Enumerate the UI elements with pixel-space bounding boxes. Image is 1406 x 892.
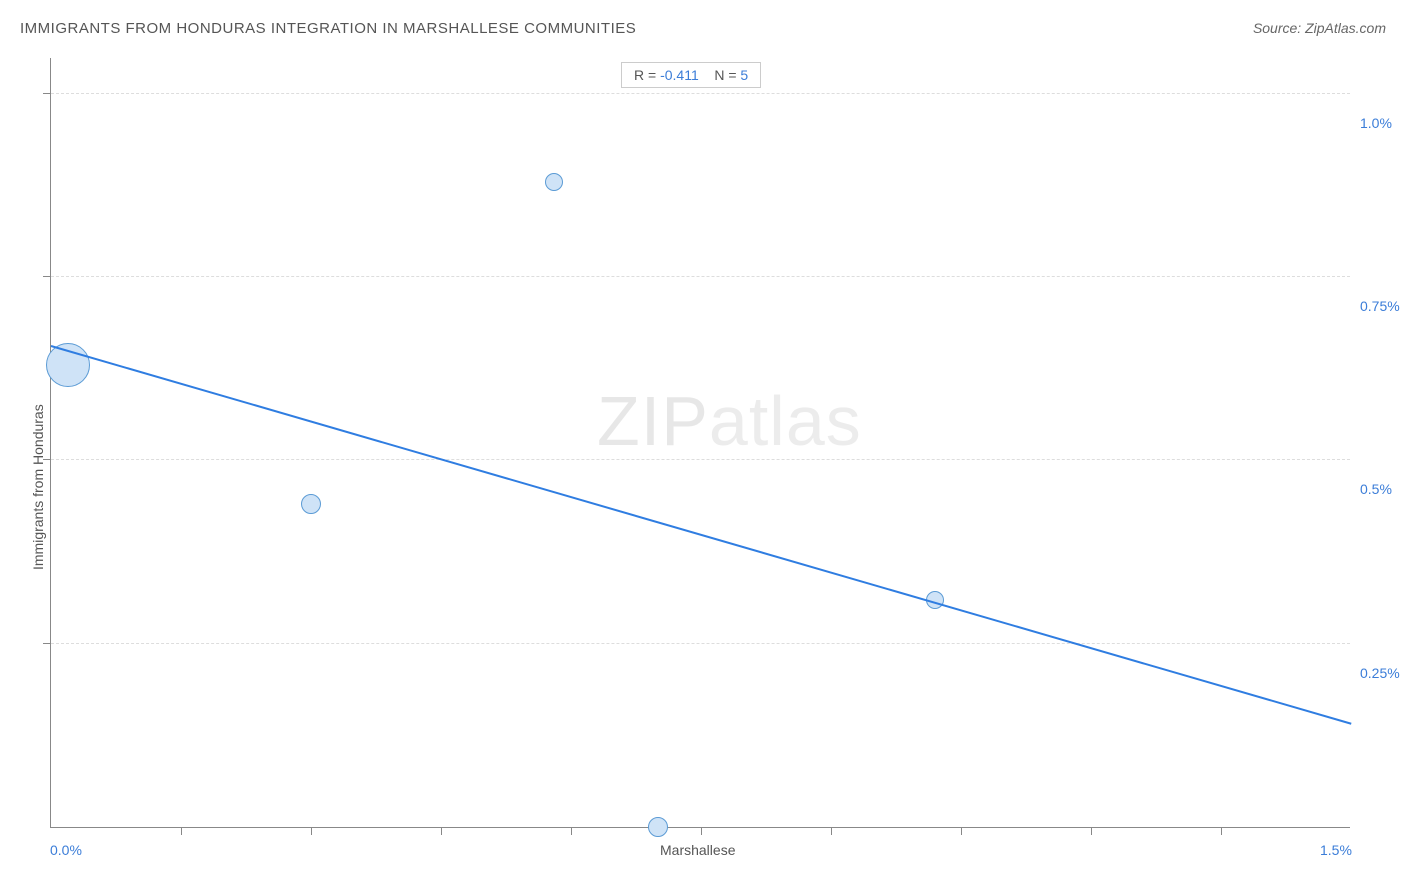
stats-box: R = -0.411 N = 5 [621, 62, 761, 88]
data-point [301, 494, 321, 514]
source-attribution: Source: ZipAtlas.com [1253, 20, 1386, 36]
n-label: N = [714, 67, 736, 83]
y-tick-label: 1.0% [1360, 115, 1392, 131]
watermark: ZIPatlas [597, 381, 862, 461]
n-value: 5 [740, 67, 748, 83]
trend-line [51, 345, 1352, 725]
x-tick [571, 827, 572, 835]
y-tick [43, 93, 51, 94]
r-value: -0.411 [660, 67, 699, 83]
y-tick-label: 0.75% [1360, 298, 1400, 314]
chart-title: IMMIGRANTS FROM HONDURAS INTEGRATION IN … [20, 20, 636, 37]
x-axis-min-label: 0.0% [50, 842, 82, 858]
gridline [51, 93, 1350, 94]
x-axis-title: Marshallese [660, 842, 735, 858]
data-point [648, 817, 668, 837]
y-axis-title: Immigrants from Honduras [30, 404, 46, 570]
x-tick [1221, 827, 1222, 835]
gridline [51, 643, 1350, 644]
r-label: R = [634, 67, 656, 83]
y-tick [43, 643, 51, 644]
x-tick [701, 827, 702, 835]
watermark-thin: atlas [709, 382, 862, 460]
x-tick [181, 827, 182, 835]
watermark-bold: ZIP [597, 382, 709, 460]
data-point [545, 173, 563, 191]
y-tick-label: 0.25% [1360, 665, 1400, 681]
x-axis-max-label: 1.5% [1320, 842, 1352, 858]
y-tick [43, 276, 51, 277]
scatter-chart: R = -0.411 N = 5 ZIPatlas [50, 58, 1350, 828]
x-tick [961, 827, 962, 835]
x-tick [831, 827, 832, 835]
gridline [51, 459, 1350, 460]
gridline [51, 276, 1350, 277]
y-tick-label: 0.5% [1360, 481, 1392, 497]
x-tick [1091, 827, 1092, 835]
x-tick [311, 827, 312, 835]
x-tick [441, 827, 442, 835]
